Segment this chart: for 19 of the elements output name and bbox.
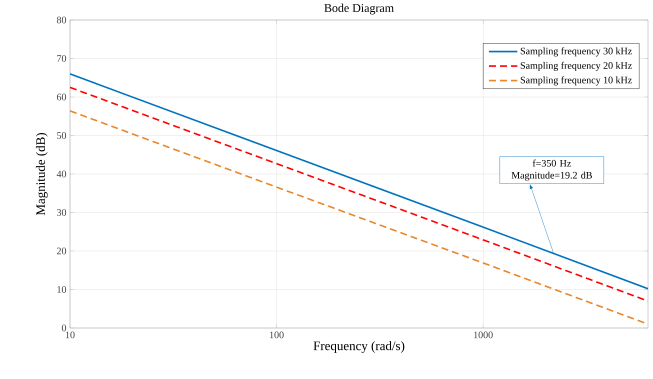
annotation: f=350 Hz Magnitude=19.2 dB — [512, 160, 592, 181]
x-axis-title: Frequency (rad/s) — [314, 341, 404, 353]
x-tick-label: 10 — [66, 332, 75, 338]
y-tick-label: 80 — [56, 16, 66, 24]
y-tick-label: 70 — [57, 55, 66, 62]
y-axis-title: Magnitude (dB) — [36, 133, 48, 216]
y-tick-label: 40 — [56, 170, 66, 178]
y-tick-label: 30 — [57, 209, 66, 216]
x-tick-label: 100 — [270, 332, 284, 338]
chart-title: Bode Diagram — [324, 4, 394, 15]
y-tick-label: 20 — [56, 248, 66, 254]
legend-label: Sampling frequency 10 kHz — [520, 76, 632, 86]
y-tick-label: 60 — [56, 94, 66, 100]
y-tick-label: 50 — [57, 132, 66, 139]
legend-label: Sampling frequency 30 kHz — [520, 47, 632, 56]
x-tick-label: 1000 — [474, 332, 493, 338]
legend-label: Sampling frequency 20 kHz — [520, 62, 632, 71]
y-tick-label: 0 — [62, 324, 66, 332]
y-tick-label: 10 — [57, 286, 66, 293]
